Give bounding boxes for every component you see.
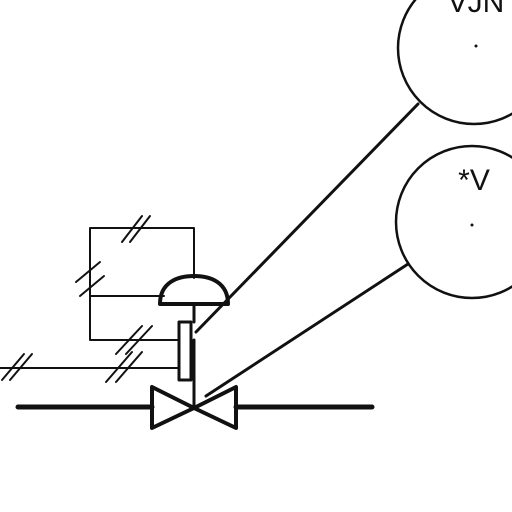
bubble-top-label: VJN — [448, 0, 505, 19]
pneumatic-signal-loop — [0, 227, 195, 369]
actuator-dome — [158, 274, 230, 306]
hash-mark-left — [75, 261, 105, 297]
hash-mark-loop — [115, 325, 153, 355]
pneumatic-hash-marks — [1, 215, 153, 383]
bubble-top-circle — [396, 0, 512, 126]
control-valve — [150, 338, 238, 430]
leader-lines — [194, 102, 420, 398]
leader-line-top — [194, 102, 420, 334]
bubble-bottom-circle — [394, 144, 512, 300]
hash-mark-top — [121, 215, 151, 243]
valve-right-triangle — [192, 385, 238, 430]
leader-line-bottom — [204, 262, 410, 398]
instrument-bubble-bottom: *V — [394, 144, 512, 300]
hash-mark-input-left — [1, 353, 33, 381]
bubble-bottom-label: *V — [458, 164, 490, 197]
signal-line-loop — [89, 295, 180, 341]
instrument-bubble-top: VJN — [396, 0, 512, 126]
bubble-bottom-center-dot — [470, 223, 474, 227]
bubble-top-center-dot — [474, 44, 478, 48]
valve-left-triangle — [150, 385, 196, 430]
hash-mark-input-right — [105, 351, 143, 383]
signal-line-upper — [89, 227, 195, 297]
positioner-block — [177, 320, 193, 382]
diaphragm-actuator — [158, 274, 230, 324]
